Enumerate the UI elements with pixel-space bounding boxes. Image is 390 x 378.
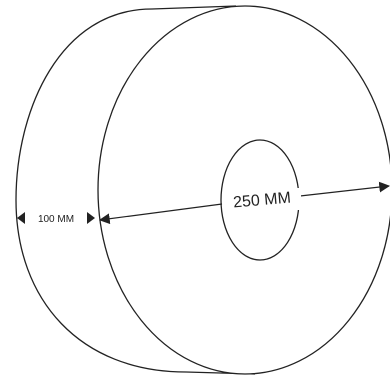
diameter-label-bg bbox=[223, 188, 301, 210]
width-arrow-left bbox=[17, 212, 25, 224]
diameter-label: 250 MM bbox=[233, 190, 292, 212]
roll-side-outline bbox=[15, 8, 187, 373]
roll-top-edge bbox=[151, 5, 237, 10]
width-arrow-right bbox=[87, 212, 95, 224]
diameter-dimension-line-right bbox=[299, 181, 390, 197]
diameter-dimension-line-left bbox=[98, 203, 223, 225]
width-label: 100 MM bbox=[38, 214, 74, 225]
